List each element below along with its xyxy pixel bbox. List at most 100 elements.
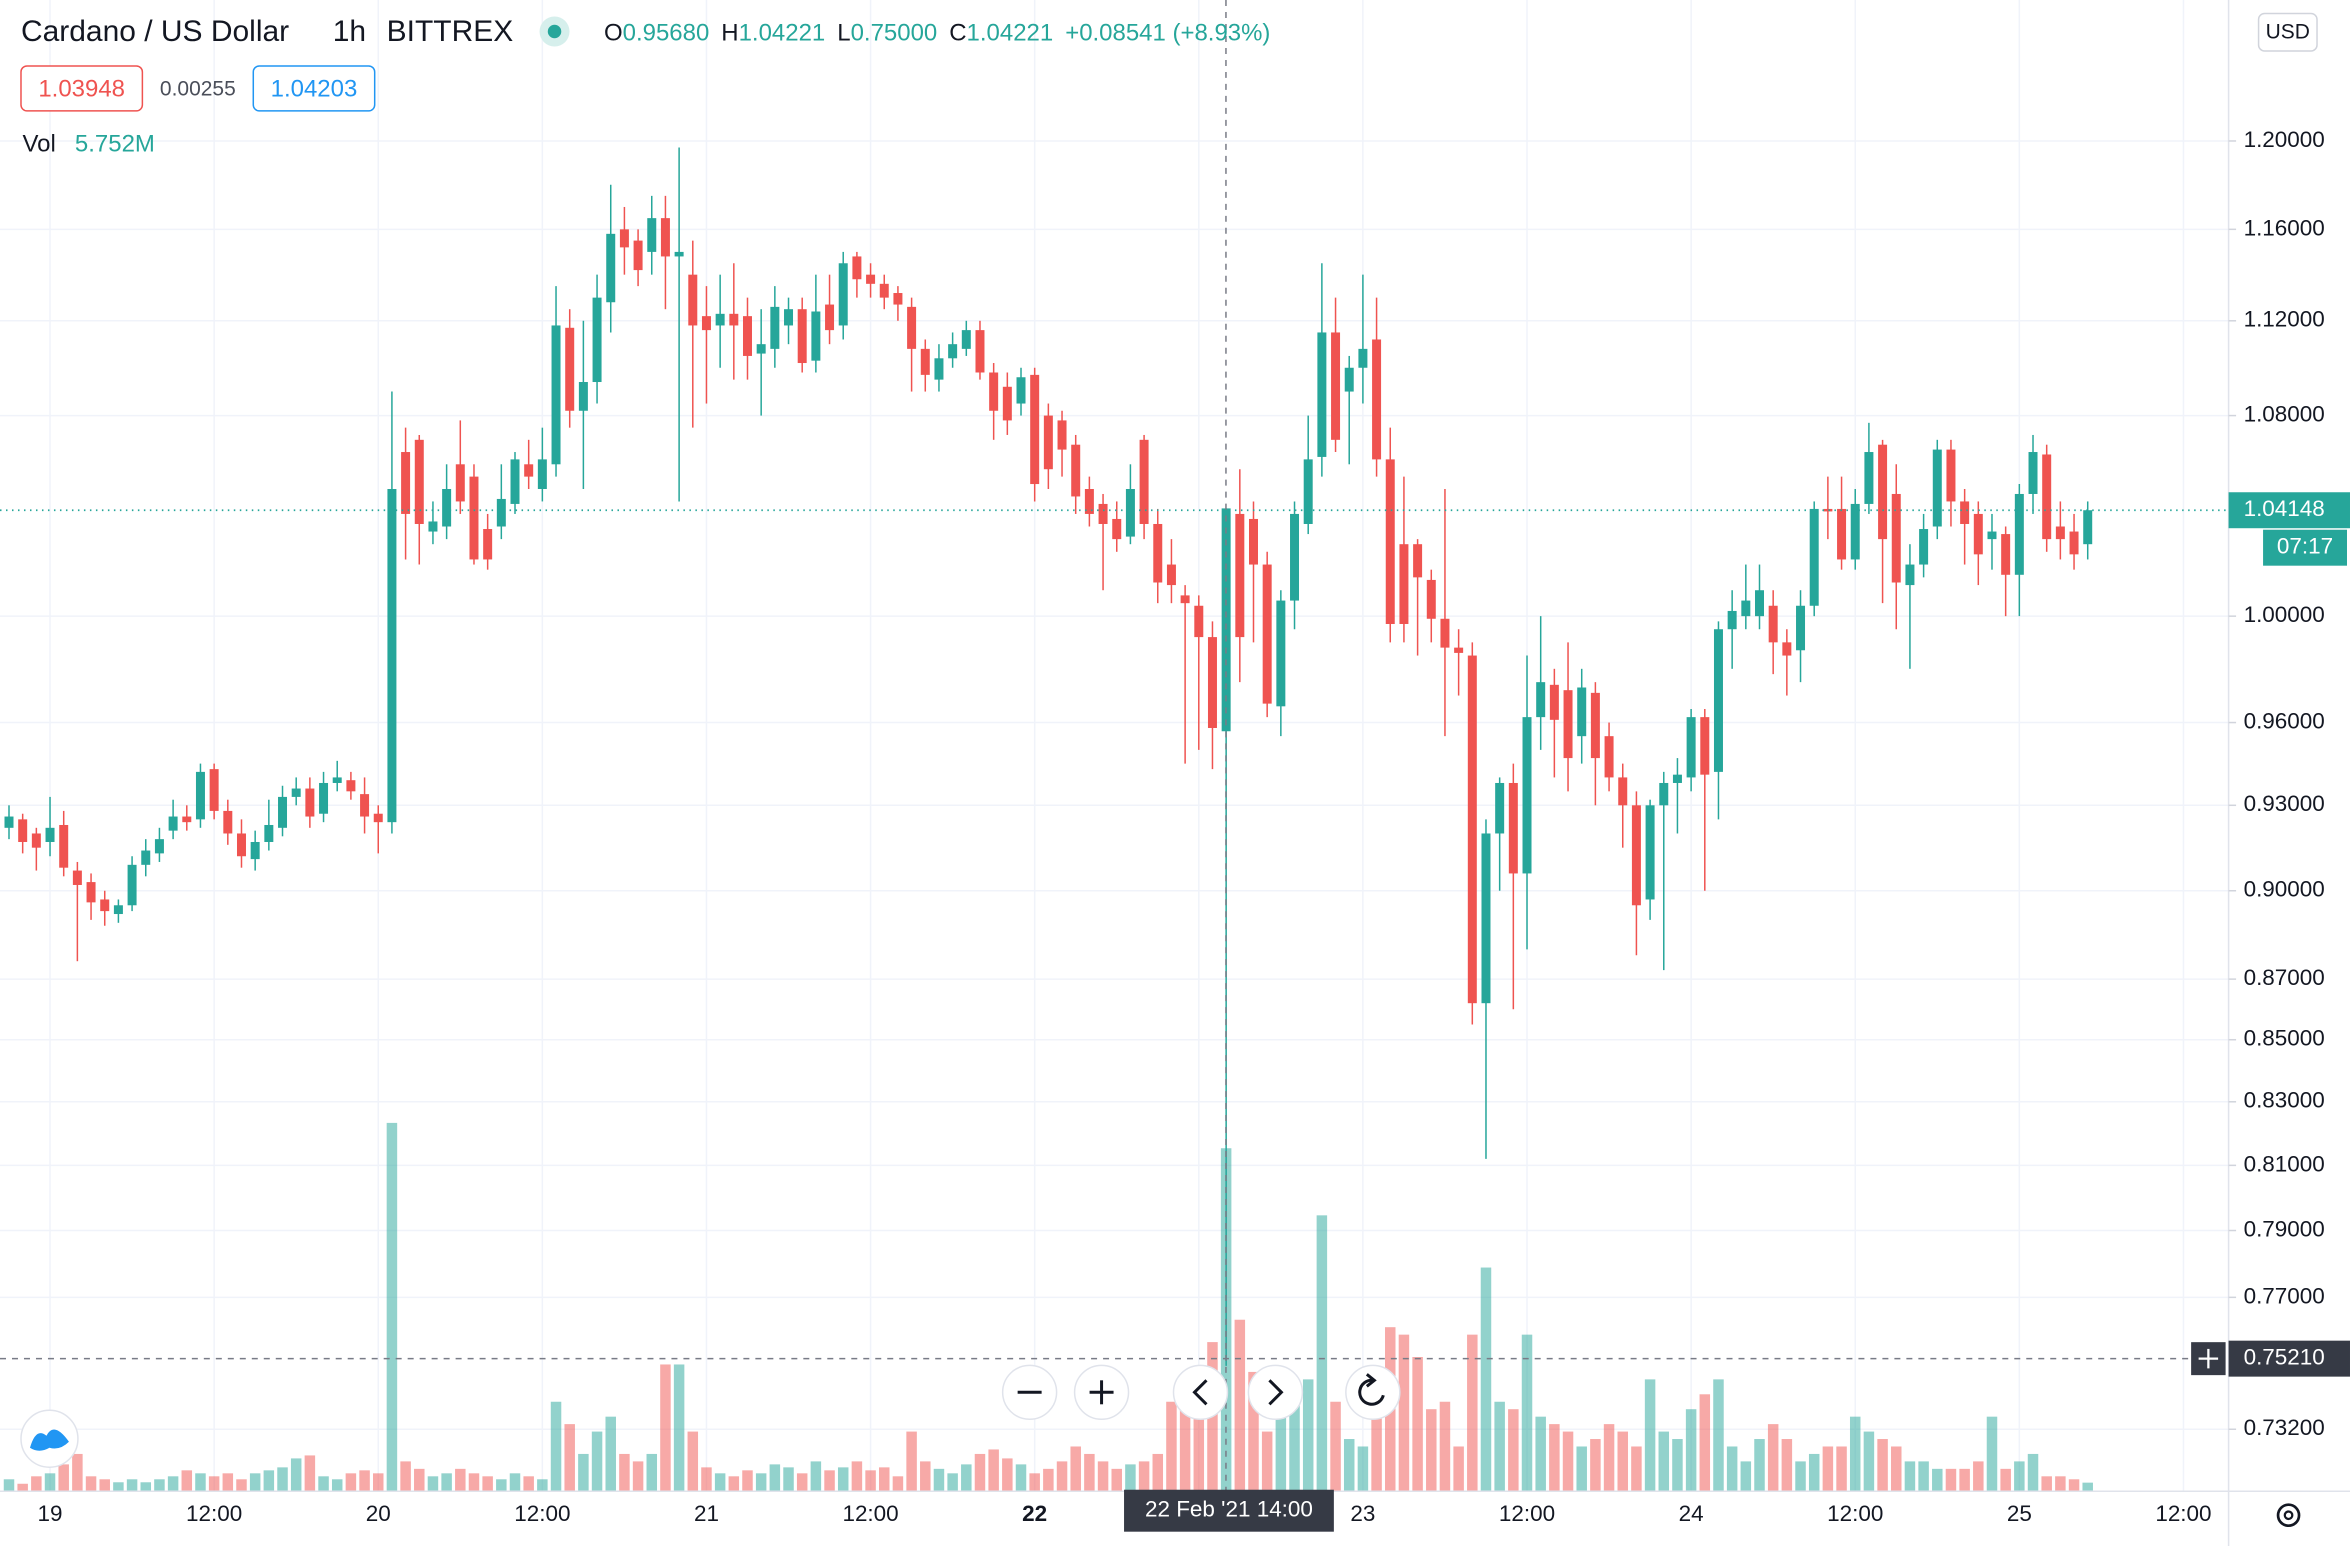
market-status-dot <box>547 24 562 39</box>
candle-body <box>31 833 41 848</box>
volume-bar <box>578 1453 589 1492</box>
tradingview-logo[interactable] <box>20 1409 79 1468</box>
volume-bar <box>1795 1461 1806 1492</box>
candle-body <box>1221 508 1231 732</box>
volume-bar <box>1932 1468 1943 1492</box>
scroll-left-button[interactable] <box>1172 1364 1229 1421</box>
reset-button[interactable] <box>1345 1364 1401 1421</box>
y-tick-label: 0.90000 <box>2244 877 2325 902</box>
candle-body <box>1372 339 1382 460</box>
volume-bar <box>632 1461 644 1492</box>
volume-bar <box>2082 1482 2093 1492</box>
zoom-in-button[interactable] <box>1073 1364 1130 1421</box>
bid-box[interactable] <box>20 65 144 112</box>
volume-bar <box>1289 1401 1300 1492</box>
x-tick-label: 21 <box>694 1501 719 1526</box>
volume-bar <box>1740 1461 1752 1492</box>
candle-body <box>674 251 684 257</box>
candle-body <box>1973 513 1983 555</box>
y-tick-label: 0.73200 <box>2244 1415 2325 1440</box>
y-tick-label: 1.16000 <box>2244 215 2325 240</box>
y-tick-label: 0.81000 <box>2244 1151 2325 1176</box>
candle-body <box>948 344 958 359</box>
candle-body <box>483 529 493 560</box>
volume-bar <box>1412 1357 1423 1492</box>
currency-box[interactable] <box>2257 12 2318 52</box>
candle-body <box>811 311 821 361</box>
candle-body <box>236 833 246 857</box>
volume-bar <box>99 1479 110 1492</box>
volume-bar <box>2014 1461 2025 1492</box>
candle-body <box>1002 386 1012 421</box>
volume-bar <box>1275 1416 1287 1492</box>
candle-body <box>1809 508 1819 606</box>
candle-body <box>1317 332 1327 457</box>
volume-bar <box>523 1476 534 1492</box>
candle-body <box>1235 513 1245 638</box>
candle-body <box>1166 564 1176 586</box>
ask-box[interactable] <box>252 65 376 112</box>
candle-body <box>825 304 835 331</box>
candle-body <box>920 348 930 375</box>
volume-bar <box>1822 1446 1834 1492</box>
x-tick-label: 12:00 <box>186 1501 242 1526</box>
scroll-right-button[interactable] <box>1247 1364 1304 1421</box>
volume-bar <box>1398 1334 1410 1492</box>
candle-body <box>401 452 411 514</box>
volume-bar <box>879 1467 890 1492</box>
candle-body <box>1030 374 1040 485</box>
readout-value: 1.04221 <box>739 20 826 47</box>
candle-body <box>1782 642 1792 656</box>
candle-body <box>852 256 862 280</box>
y-tick-label: 0.79000 <box>2244 1216 2325 1241</box>
volume-bar <box>2055 1476 2066 1492</box>
candle-body <box>1946 449 1956 502</box>
candle-body <box>1891 493 1901 583</box>
candle-body <box>1700 717 1710 775</box>
candle-body <box>455 464 465 502</box>
candle-body <box>1713 629 1723 772</box>
y-tick-label: 1.20000 <box>2244 127 2325 152</box>
y-tick-label: 0.83000 <box>2244 1088 2325 1113</box>
candle-body <box>524 464 534 477</box>
volume-bar <box>646 1453 658 1492</box>
ohlc-readout: O0.95680 H1.04221 L0.75000 C1.04221 +0.08541… <box>604 20 1270 47</box>
last-price-box <box>2228 492 2350 529</box>
candle-body <box>1426 579 1436 619</box>
readout-value: 0.75000 <box>851 20 938 47</box>
volume-bar <box>263 1470 275 1492</box>
candle-body <box>578 382 588 411</box>
x-tick-label: 19 <box>38 1501 63 1526</box>
volume-bar <box>167 1476 179 1492</box>
candle-body <box>1618 777 1628 806</box>
volume-bar <box>58 1464 69 1492</box>
candle-body <box>414 439 424 524</box>
volume-bar <box>537 1479 548 1492</box>
volume-bar <box>496 1479 507 1492</box>
volume-bar <box>1849 1416 1861 1492</box>
candle-body <box>1577 687 1587 737</box>
volume-bar <box>1193 1371 1205 1492</box>
volume-bar <box>1631 1446 1642 1492</box>
y-tick-label: 1.12000 <box>2244 307 2325 332</box>
symbol-title: Cardano / US Dollar <box>21 15 289 48</box>
volume-bar <box>17 1483 28 1492</box>
candle-body <box>209 769 219 811</box>
volume-bar <box>837 1467 849 1492</box>
zoom-out-button[interactable] <box>1001 1364 1058 1421</box>
add-alert-button[interactable] <box>2191 1342 2226 1376</box>
candle-body <box>319 782 329 814</box>
candle-body <box>756 344 766 354</box>
candle-body <box>975 330 985 373</box>
candle-body <box>934 358 944 380</box>
volume-bar <box>1973 1461 1984 1492</box>
volume-bar <box>1015 1464 1027 1492</box>
volume-bar <box>660 1364 671 1492</box>
label-layer: 1.20000 1.16000 1.12000 1.08000 1.00000 0.960… <box>38 127 2325 1526</box>
candle-body <box>1905 564 1915 586</box>
settings-button[interactable] <box>2276 1503 2301 1528</box>
volume-bar <box>1494 1401 1505 1492</box>
candle-body <box>1919 529 1929 565</box>
volume-bar <box>865 1470 876 1492</box>
